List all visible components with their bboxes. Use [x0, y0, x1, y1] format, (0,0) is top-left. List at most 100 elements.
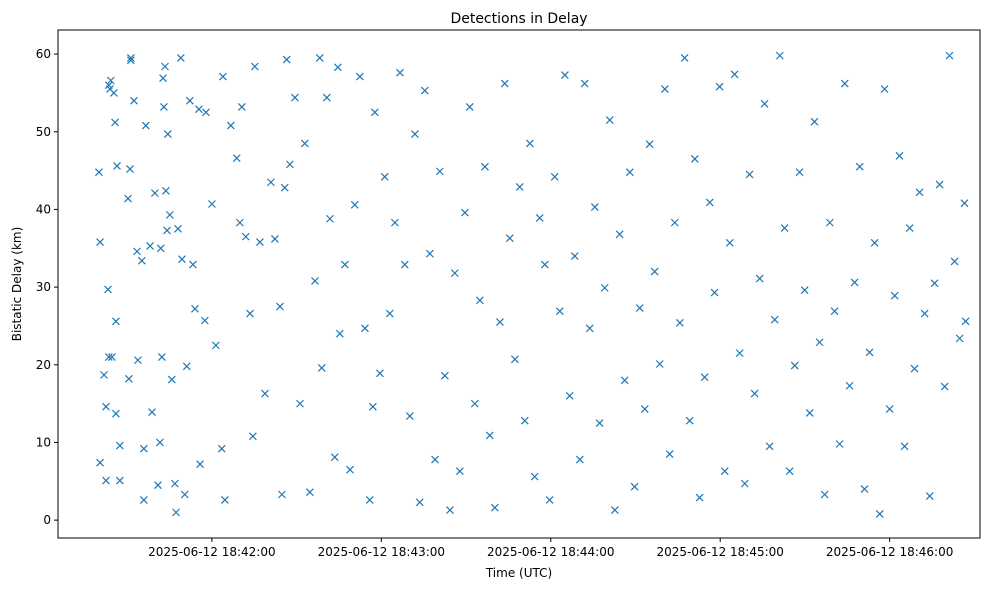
data-point	[675, 318, 684, 327]
data-point	[139, 496, 148, 504]
data-point	[285, 160, 294, 169]
data-point	[194, 105, 203, 114]
data-point	[730, 70, 739, 79]
data-point	[755, 274, 764, 283]
data-point	[720, 467, 729, 476]
data-point	[615, 230, 624, 239]
data-point	[835, 440, 844, 448]
data-point	[370, 108, 379, 117]
data-point	[765, 442, 774, 451]
data-point	[200, 316, 209, 325]
data-point	[955, 334, 964, 343]
data-point	[435, 167, 444, 176]
data-point	[770, 315, 779, 324]
data-point	[380, 172, 389, 181]
data-point	[350, 200, 359, 209]
data-point	[235, 218, 244, 227]
data-point	[335, 329, 344, 338]
data-point	[505, 234, 514, 243]
data-point	[710, 288, 719, 297]
data-point	[111, 118, 119, 127]
data-point	[104, 285, 112, 294]
data-point	[500, 79, 509, 88]
data-point	[555, 307, 564, 316]
data-point	[590, 203, 599, 212]
data-point	[174, 224, 182, 233]
y-tick-label: 60	[36, 47, 51, 61]
x-axis-label: Time (UTC)	[485, 566, 552, 580]
data-point	[460, 208, 469, 217]
data-point	[960, 199, 969, 208]
y-axis-ticks: 0 10 20 30 40 50 60	[36, 47, 58, 527]
data-point	[680, 54, 689, 62]
data-point	[100, 370, 108, 379]
data-point	[111, 409, 120, 418]
data-point	[930, 279, 939, 288]
data-point	[196, 460, 204, 469]
data-point	[790, 361, 799, 370]
data-point	[630, 482, 639, 491]
data-point	[178, 255, 186, 264]
data-point	[915, 188, 924, 197]
data-point	[545, 496, 554, 504]
data-point	[266, 178, 275, 187]
data-point	[895, 151, 904, 160]
data-point	[276, 302, 284, 311]
data-point	[775, 51, 784, 60]
data-point	[490, 503, 499, 512]
data-point	[396, 68, 404, 77]
data-point	[317, 363, 326, 372]
data-point	[270, 235, 279, 243]
y-tick-label: 20	[36, 358, 51, 372]
data-point	[961, 317, 970, 326]
data-point	[535, 214, 544, 222]
data-point	[530, 472, 539, 481]
data-point	[620, 376, 629, 385]
data-point	[515, 182, 524, 191]
data-point	[935, 180, 944, 189]
data-point	[133, 356, 142, 365]
data-point	[925, 492, 934, 500]
data-point	[625, 168, 634, 177]
data-point	[185, 96, 194, 105]
data-point	[202, 108, 210, 117]
data-point	[700, 373, 709, 382]
data-point	[172, 508, 180, 517]
data-point	[255, 238, 264, 246]
data-point	[431, 455, 439, 464]
y-tick-label: 30	[36, 280, 51, 294]
data-point	[111, 317, 120, 326]
x-tick-label: 2025-06-12 18:43:00	[318, 545, 445, 559]
data-point	[96, 458, 105, 467]
data-point	[108, 353, 116, 361]
data-point	[570, 252, 579, 260]
chart-title: Detections in Delay	[450, 11, 587, 27]
data-point	[340, 260, 349, 269]
data-point	[237, 102, 246, 111]
data-point	[156, 438, 164, 447]
x-tick-label: 2025-06-12 18:44:00	[487, 545, 614, 559]
data-point	[368, 402, 377, 411]
data-point	[217, 444, 226, 453]
data-point	[725, 238, 734, 247]
x-tick-label: 2025-06-12 18:42:00	[148, 545, 275, 559]
data-point	[890, 291, 899, 300]
data-point	[465, 102, 474, 111]
data-point	[248, 432, 257, 441]
data-point	[226, 121, 235, 130]
data-point	[282, 55, 291, 64]
data-point	[250, 62, 259, 71]
data-point	[133, 247, 141, 256]
data-point	[485, 431, 494, 440]
data-point	[346, 465, 354, 474]
data-point	[655, 360, 664, 368]
x-axis-ticks: 2025-06-12 18:42:00 2025-06-12 18:43:00 20…	[148, 538, 953, 559]
data-point	[645, 140, 654, 149]
data-point	[920, 309, 929, 318]
data-point	[130, 96, 138, 105]
data-point	[157, 353, 166, 361]
data-point	[126, 54, 135, 62]
data-point	[440, 371, 449, 380]
data-point	[575, 455, 584, 464]
